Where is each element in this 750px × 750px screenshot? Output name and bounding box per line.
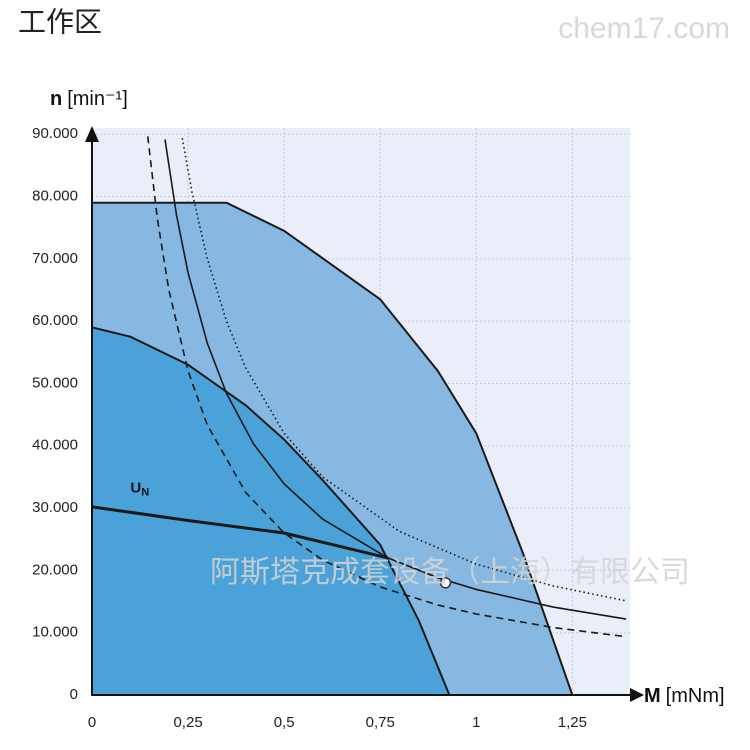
- y-tick-label: 40.000: [32, 437, 78, 454]
- operating-point: [439, 577, 452, 589]
- y-tick-label: 80.000: [32, 188, 78, 205]
- y-tick-label: 20.000: [32, 561, 78, 578]
- x-tick-label: 1: [472, 714, 480, 731]
- x-axis-unit: [mNm]: [666, 685, 725, 707]
- characteristic-line: [164, 139, 627, 620]
- x-tick-label: 0: [88, 714, 96, 731]
- characteristic-line: [91, 505, 389, 560]
- y-axis-unit: [min⁻¹]: [67, 88, 128, 110]
- x-tick-label: 1,25: [558, 714, 587, 731]
- x-tick-label: 0,5: [274, 714, 295, 731]
- watermark: chem17.com: [558, 12, 730, 45]
- x-axis-symbol: M: [644, 685, 661, 707]
- y-tick-label: 60.000: [32, 312, 78, 329]
- y-axis-arrow: [85, 126, 99, 142]
- y-tick-label: 90.000: [32, 125, 78, 142]
- watermark: 阿斯塔克成套设备（上海）有限公司: [210, 556, 690, 589]
- x-tick-label: 0,25: [173, 714, 202, 731]
- y-tick-label: 50.000: [32, 374, 78, 391]
- y-tick-label: 0: [70, 686, 78, 703]
- page-title: 工作区: [18, 6, 102, 37]
- y-tick-label: 10.000: [32, 624, 78, 641]
- y-tick-label: 70.000: [32, 250, 78, 267]
- y-axis-label: n [min⁻¹]: [50, 88, 128, 110]
- operating-area: [91, 326, 451, 696]
- x-tick-label: 0,75: [366, 714, 395, 731]
- y-tick-label: 30.000: [32, 499, 78, 516]
- x-axis-arrow: [630, 688, 644, 702]
- annotation-text: U: [130, 480, 141, 497]
- characteristic-line: [146, 136, 627, 638]
- y-axis-symbol: n: [50, 88, 62, 110]
- x-axis-label: M [mNm]: [644, 685, 725, 707]
- characteristic-line: [181, 138, 627, 602]
- annotation: UN: [130, 480, 149, 499]
- annotation-subscript: N: [141, 487, 149, 499]
